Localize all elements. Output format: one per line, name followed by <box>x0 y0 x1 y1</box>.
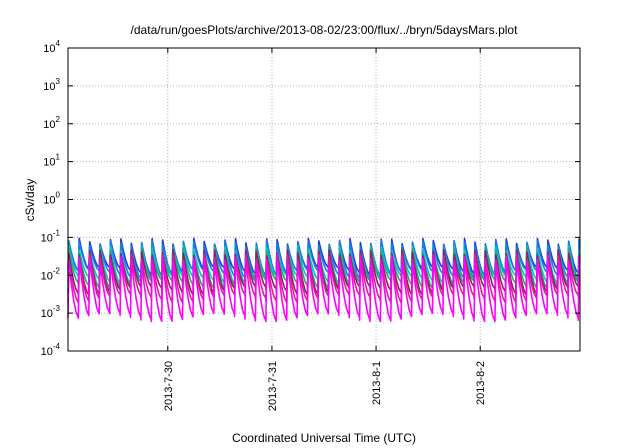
series-lines <box>67 237 580 323</box>
x-tick-label: 2013-7-30 <box>163 361 175 411</box>
y-tick-label: 103 <box>43 77 60 93</box>
x-tick-label: 2013-7-31 <box>267 361 279 411</box>
y-tick-label: 102 <box>43 115 60 131</box>
chart-title: /data/run/goesPlots/archive/2013-08-02/2… <box>131 23 519 37</box>
series-line <box>67 256 580 323</box>
y-axis-ticks: 10-4 10-3 10-2 10-1 100 101 102 103 104 <box>41 39 580 358</box>
x-tick-label: 2013-8-2 <box>475 361 487 405</box>
y-tick-label: 10-1 <box>41 228 61 244</box>
x-tick-label: 2013-8-1 <box>371 361 383 405</box>
y-tick-label: 10-2 <box>41 266 61 282</box>
x-axis-ticks: 2013-7-30 2013-7-31 2013-8-1 2013-8-2 <box>163 48 487 411</box>
grid <box>68 48 580 351</box>
y-tick-label: 10-4 <box>41 342 61 358</box>
y-axis-label: cSv/day <box>23 179 37 222</box>
y-tick-label: 100 <box>43 191 60 207</box>
y-tick-label: 104 <box>43 39 60 55</box>
y-tick-label: 10-3 <box>41 304 61 320</box>
y-tick-label: 101 <box>43 153 60 169</box>
x-axis-label: Coordinated Universal Time (UTC) <box>232 431 416 445</box>
